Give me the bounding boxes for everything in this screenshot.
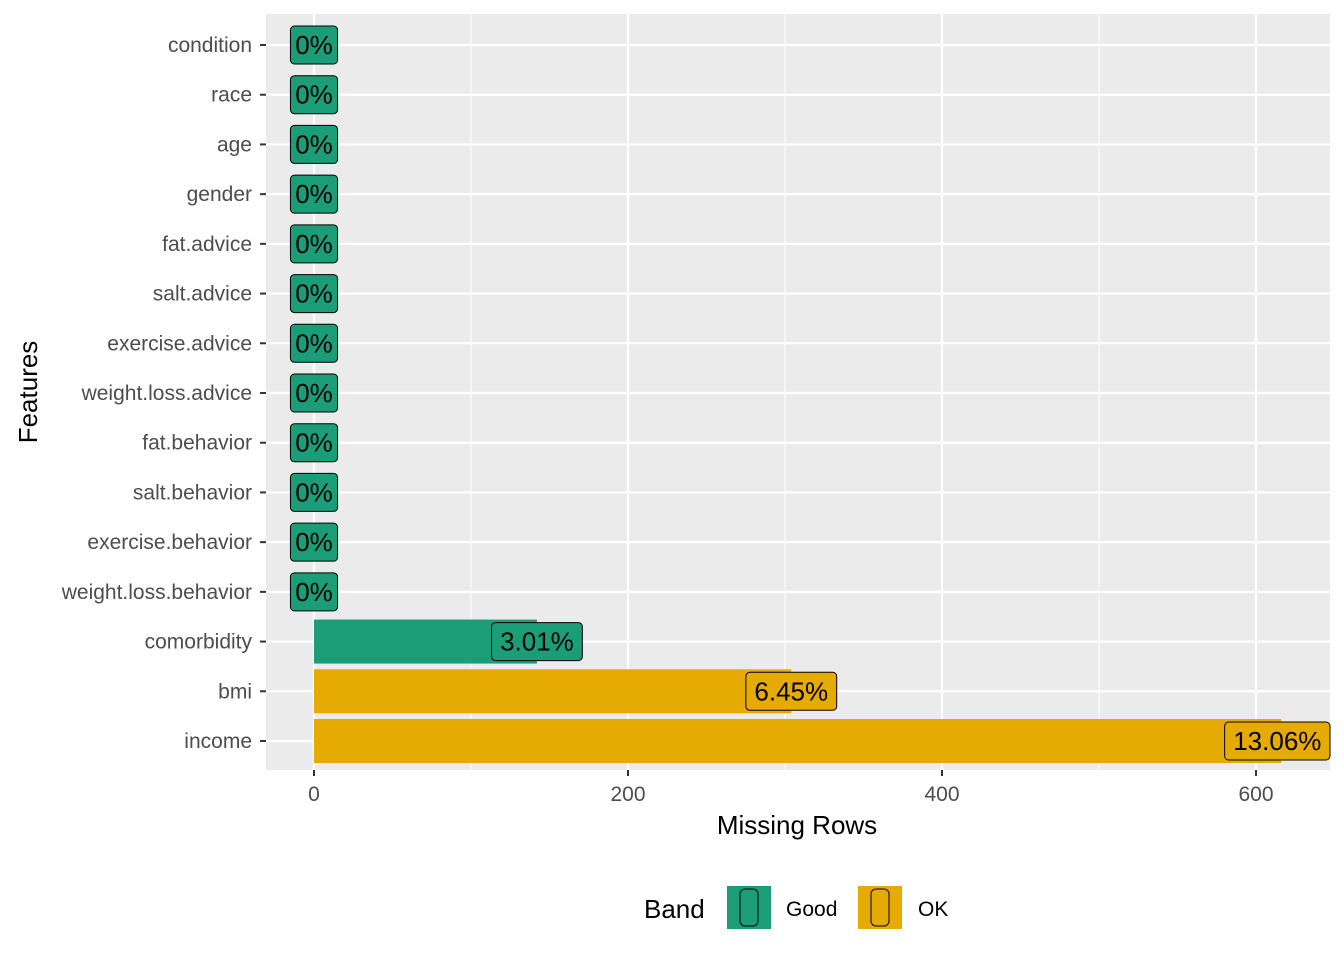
data-label: 0% — [295, 129, 333, 159]
data-label-box — [289, 572, 339, 612]
data-label: 0% — [295, 179, 333, 209]
data-label-box — [289, 25, 339, 65]
y-tick-label: condition — [168, 34, 252, 57]
data-label: 0% — [295, 279, 333, 309]
data-label: 0% — [295, 80, 333, 110]
data-label-box — [289, 522, 339, 562]
data-label-box — [289, 472, 339, 512]
y-tick-label: comorbidity — [145, 631, 253, 654]
y-tick-label: fat.behavior — [142, 432, 252, 455]
x-tick-label: 400 — [924, 783, 959, 806]
y-tick-label: bmi — [218, 680, 252, 703]
y-tick-label: race — [211, 84, 252, 107]
legend-label: OK — [918, 898, 948, 921]
bar — [314, 719, 1282, 763]
data-label-box — [289, 224, 339, 264]
data-label-box — [289, 423, 339, 463]
x-tick-label: 600 — [1238, 783, 1273, 806]
legend: Band Good OK — [644, 886, 948, 929]
y-tick-label: gender — [187, 183, 252, 206]
data-label: 0% — [295, 328, 333, 358]
y-tick-label: salt.behavior — [133, 481, 252, 504]
data-label: 3.01% — [500, 627, 574, 657]
legend-key-label-glyph — [870, 888, 890, 927]
y-tick-label: age — [217, 133, 252, 156]
data-label-box — [289, 124, 339, 164]
data-label-box — [289, 174, 339, 214]
bar — [314, 669, 792, 714]
data-label-box — [289, 75, 339, 115]
y-axis-title: Features — [13, 341, 43, 444]
data-label-box — [491, 622, 583, 662]
y-tick-label: exercise.advice — [107, 332, 252, 355]
y-tick-labels: condition race age gender fat.advice salt.adv… — [61, 34, 266, 753]
y-tick-label: exercise.behavior — [87, 531, 252, 554]
x-axis-title: Missing Rows — [717, 810, 877, 840]
y-tick-label: weight.loss.advice — [81, 382, 252, 405]
y-tick-label: fat.advice — [162, 233, 252, 256]
legend-title: Band — [644, 894, 705, 924]
data-label: 6.45% — [754, 676, 828, 706]
data-label-box — [289, 274, 339, 314]
x-tick-labels: 0 200 400 600 — [308, 770, 1274, 806]
data-label: 0% — [295, 428, 333, 458]
data-label: 13.06% — [1233, 726, 1321, 756]
data-label: 0% — [295, 527, 333, 557]
data-label-box — [745, 671, 838, 711]
bars: 0% 0% 0% 0% 0% 0% 0% 0% 0% 0% 0% 0% 3.01% 6.45% 13.06% — [289, 25, 1331, 763]
data-label: 0% — [295, 378, 333, 408]
legend-label: Good — [786, 898, 837, 921]
y-tick-label: salt.advice — [153, 283, 252, 306]
data-label-box — [289, 373, 339, 413]
data-label: 0% — [295, 477, 333, 507]
x-tick-label: 0 — [308, 783, 320, 806]
x-tick-label: 200 — [610, 783, 645, 806]
legend-key-label-glyph — [739, 888, 759, 927]
data-label: 0% — [295, 30, 333, 60]
y-tick-label: income — [184, 730, 252, 753]
y-tick-label: weight.loss.behavior — [61, 581, 252, 604]
data-label: 0% — [295, 577, 333, 607]
data-label-box — [289, 323, 339, 363]
data-label-box — [1224, 721, 1331, 761]
data-label: 0% — [295, 229, 333, 259]
